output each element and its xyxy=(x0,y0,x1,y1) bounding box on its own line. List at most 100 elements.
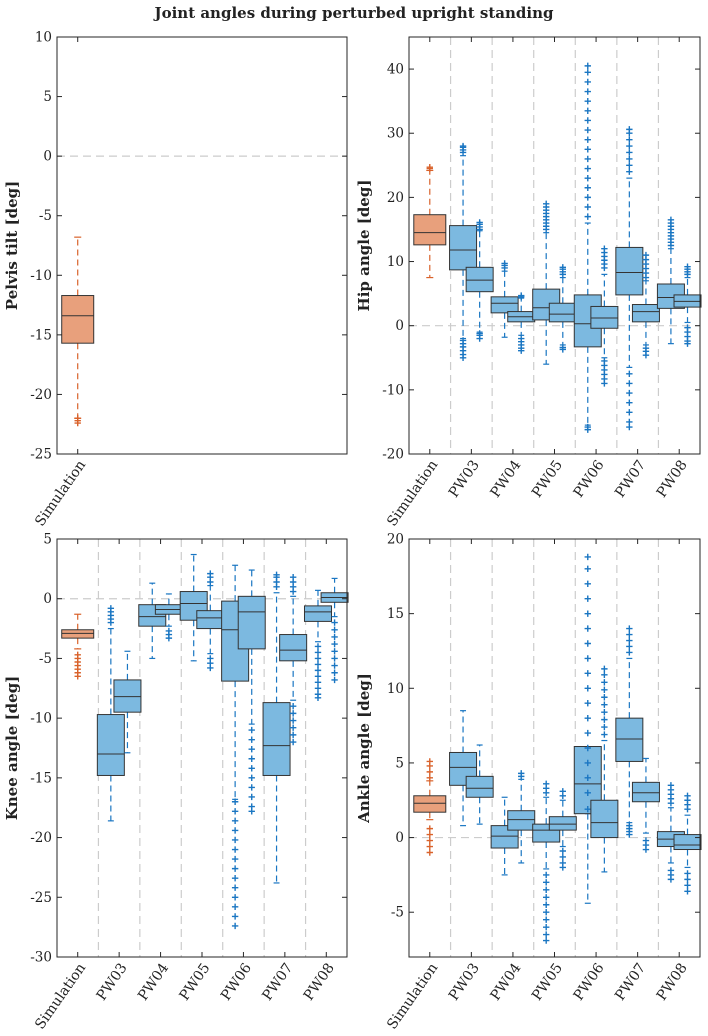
outlier-marker xyxy=(626,142,633,150)
ankle-ytick-label: 0 xyxy=(395,830,404,846)
outlier-marker xyxy=(559,264,566,271)
outlier-marker xyxy=(684,263,691,270)
outlier-marker xyxy=(231,922,239,930)
iqr-box xyxy=(490,296,519,314)
outlier-marker xyxy=(667,876,675,883)
ankle-ytick-label: -5 xyxy=(391,905,404,921)
outlier-marker xyxy=(248,755,255,762)
outlier-marker xyxy=(642,352,650,359)
knee-ytick-label: -20 xyxy=(30,830,52,846)
outlier-marker xyxy=(543,937,550,944)
outlier-marker xyxy=(231,874,239,882)
ankle-box-pw04-1 xyxy=(490,796,519,876)
outlier-marker xyxy=(543,909,550,916)
knee-box-pw05-2 xyxy=(196,570,225,672)
knee-box-pw06-2 xyxy=(237,569,266,815)
outlier-marker xyxy=(426,831,433,838)
knee-category-label: PW07 xyxy=(259,960,296,1003)
outlier-marker xyxy=(626,389,633,397)
iqr-box xyxy=(590,305,619,329)
iqr-box xyxy=(303,605,332,622)
outlier-marker xyxy=(601,716,608,723)
outlier-marker xyxy=(584,107,591,114)
iqr-box xyxy=(631,781,660,803)
outlier-marker xyxy=(231,798,239,805)
iqr-box xyxy=(465,775,494,798)
outlier-marker xyxy=(518,770,525,777)
knee-ytick-label: 5 xyxy=(43,532,52,548)
knee-category-label: PW04 xyxy=(135,960,172,1003)
outlier-marker xyxy=(331,676,338,684)
hip-category-label: PW07 xyxy=(612,457,649,500)
outlier-marker xyxy=(626,370,633,378)
hip-box-pw03-2 xyxy=(465,219,494,342)
ankle-category-label: PW08 xyxy=(654,960,691,1003)
ankle-box-pw07-1 xyxy=(615,625,644,838)
pelvis-ytick-label: -10 xyxy=(30,268,52,284)
outlier-marker xyxy=(584,184,591,191)
outlier-marker xyxy=(584,700,591,707)
outlier-marker xyxy=(626,162,633,169)
outlier-marker xyxy=(584,640,591,647)
outlier-marker xyxy=(559,847,566,855)
outlier-marker xyxy=(543,879,550,886)
outlier-marker xyxy=(289,738,297,746)
outlier-marker xyxy=(684,792,691,799)
ankle-ytick-label: 5 xyxy=(395,755,404,771)
outlier-marker xyxy=(207,570,214,577)
knee-category-label: PW08 xyxy=(301,960,338,1003)
outlier-marker xyxy=(584,213,591,220)
outlier-marker xyxy=(289,717,297,724)
outlier-marker xyxy=(684,876,691,883)
outlier-marker xyxy=(626,399,633,406)
knee-box-pw04-2 xyxy=(154,593,183,642)
outlier-marker xyxy=(543,931,550,938)
knee-box-pw07-1 xyxy=(262,571,291,884)
outlier-marker xyxy=(426,164,433,171)
outlier-marker xyxy=(626,649,633,656)
outlier-marker xyxy=(559,853,566,861)
ankle-axes-frame xyxy=(408,538,701,958)
outlier-marker xyxy=(626,631,633,638)
knee-category-label: Simulation xyxy=(32,960,89,1032)
outlier-marker xyxy=(74,419,81,427)
outlier-marker xyxy=(231,808,239,815)
outlier-marker xyxy=(314,655,322,662)
outlier-marker xyxy=(626,380,633,387)
hip-box-pw05-1 xyxy=(532,200,561,365)
outlier-marker xyxy=(331,662,338,669)
outlier-marker xyxy=(231,817,239,825)
knee-box-pw03-1 xyxy=(96,605,125,822)
hip-ytick-label: 10 xyxy=(387,254,404,270)
iqr-box xyxy=(413,214,447,246)
outlier-marker xyxy=(559,864,566,871)
outlier-marker xyxy=(314,661,322,668)
outlier-marker xyxy=(314,679,322,686)
outlier-marker xyxy=(231,855,239,863)
outlier-marker xyxy=(248,784,255,791)
pelvis-ytick-label: 10 xyxy=(35,30,52,46)
outlier-marker xyxy=(231,865,239,872)
outlier-marker xyxy=(331,633,338,641)
outlier-marker xyxy=(584,136,591,143)
ankle-category-label: PW04 xyxy=(488,960,525,1003)
outlier-marker xyxy=(626,168,633,175)
outlier-marker xyxy=(331,640,338,648)
hip-category-label: PW05 xyxy=(529,457,566,500)
outlier-marker xyxy=(518,292,525,299)
outlier-marker xyxy=(626,126,633,133)
knee-ytick-label: -25 xyxy=(30,890,52,906)
pelvis-ytick-label: 5 xyxy=(43,89,52,105)
outlier-marker xyxy=(584,78,591,86)
outlier-marker xyxy=(559,788,566,795)
outlier-marker xyxy=(584,155,591,163)
outlier-marker xyxy=(459,142,467,150)
outlier-marker xyxy=(426,843,433,850)
knee-box-pw08-2 xyxy=(320,577,349,684)
outlier-marker xyxy=(601,665,608,673)
knee-ytick-label: -30 xyxy=(30,950,52,966)
knee-box-pw05-1 xyxy=(179,553,208,662)
outlier-marker xyxy=(584,203,591,211)
outlier-marker xyxy=(626,136,633,143)
